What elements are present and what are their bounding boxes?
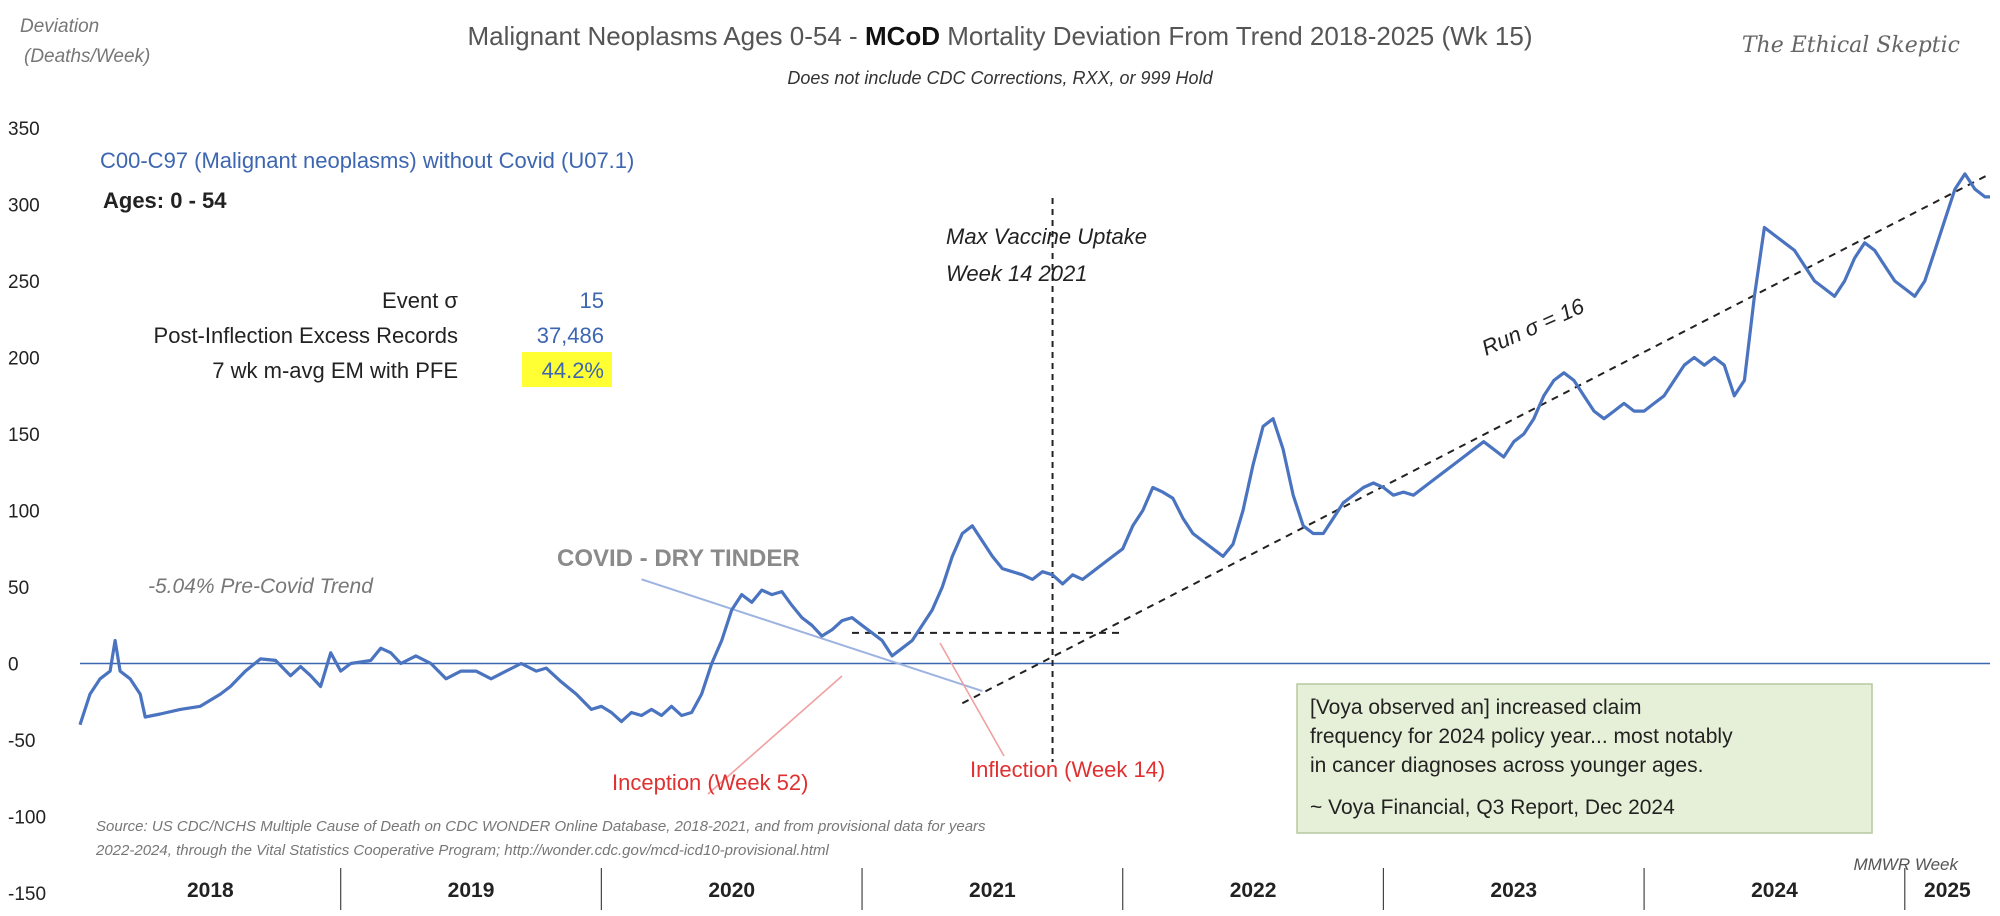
y-tick-label: 200 xyxy=(8,349,40,370)
run-trend-line xyxy=(961,173,1991,705)
source-line1: Source: US CDC/NCHS Multiple Cause of De… xyxy=(96,818,986,835)
source-line2: 2022-2024, through the Vital Statistics … xyxy=(95,842,830,859)
quote-line1: [Voya observed an] increased claim xyxy=(1310,696,1642,719)
stat-highlight xyxy=(522,352,612,387)
y-tick-label: -150 xyxy=(8,884,46,905)
vaccine-uptake-label-line1: Max Vaccine Uptake xyxy=(946,224,1147,249)
vaccine-uptake-label-line2: Week 14 2021 xyxy=(946,261,1087,286)
stat-label: 7 wk m-avg EM with PFE xyxy=(212,358,458,383)
y-axis-ticks: -150 -100 -50 0 50 100 150 200 250 300 350 xyxy=(8,119,46,905)
x-axis-years: 2018 2019 2020 2021 2022 2023 2024 2025 xyxy=(187,868,1971,910)
quote-box xyxy=(1296,683,1873,834)
year-label: 2020 xyxy=(708,879,755,902)
y-tick-label: 100 xyxy=(8,502,40,523)
year-label: 2022 xyxy=(1230,879,1277,902)
quote-line3: in cancer diagnoses across younger ages. xyxy=(1310,754,1703,777)
y-tick-label: -50 xyxy=(8,731,35,752)
y-tick-label: 250 xyxy=(8,272,40,293)
y-tick-label: 150 xyxy=(8,425,40,446)
y-tick-label: 350 xyxy=(8,119,40,140)
year-label: 2025 xyxy=(1924,879,1971,902)
series-label: C00-C97 (Malignant neoplasms) without Co… xyxy=(100,148,634,173)
year-label: 2021 xyxy=(969,879,1016,902)
year-label: 2024 xyxy=(1751,879,1798,902)
y-tick-label: 300 xyxy=(8,196,40,217)
dry-tinder-label: COVID - DRY TINDER xyxy=(557,545,800,572)
inception-pointer xyxy=(707,675,843,795)
inflection-label: Inflection (Week 14) xyxy=(970,757,1165,782)
y-axis-label-line1: Deviation xyxy=(20,16,99,37)
y-tick-label: 0 xyxy=(8,655,19,676)
chart-subtitle: Does not include CDC Corrections, RXX, o… xyxy=(787,68,1213,88)
year-label: 2019 xyxy=(448,879,495,902)
brand-logo: The Ethical Skeptic xyxy=(1742,33,1960,58)
year-label: 2018 xyxy=(187,879,234,902)
inflection-pointer xyxy=(939,642,1005,757)
stat-value: 37,486 xyxy=(537,323,604,348)
chart-title: Malignant Neoplasms Ages 0-54 - MCoD Mor… xyxy=(468,21,1533,51)
stat-value: 15 xyxy=(580,288,604,313)
stats-table: Event σ 15 Post-Inflection Excess Records 3… xyxy=(154,288,612,387)
year-label: 2023 xyxy=(1490,879,1537,902)
y-tick-label: -100 xyxy=(8,808,46,829)
x-axis-label: MMWR Week xyxy=(1853,855,1959,874)
inception-label: Inception (Week 52) xyxy=(612,770,808,795)
series-line xyxy=(78,172,1990,726)
stat-value: 44.2% xyxy=(542,358,604,383)
ages-label: Ages: 0 - 54 xyxy=(103,188,227,213)
pre-covid-trend-line xyxy=(641,578,983,692)
y-tick-label: 50 xyxy=(8,578,29,599)
run-sigma-label: Run σ = 16 xyxy=(1478,293,1589,361)
stat-label: Event σ xyxy=(382,288,458,313)
quote-line4: ~ Voya Financial, Q3 Report, Dec 2024 xyxy=(1310,796,1675,819)
quote-line2: frequency for 2024 policy year... most n… xyxy=(1310,725,1733,748)
pre-covid-trend-label: -5.04% Pre-Covid Trend xyxy=(148,575,374,598)
stat-label: Post-Inflection Excess Records xyxy=(154,323,458,348)
y-axis-label-line2: (Deaths/Week) xyxy=(24,46,150,67)
